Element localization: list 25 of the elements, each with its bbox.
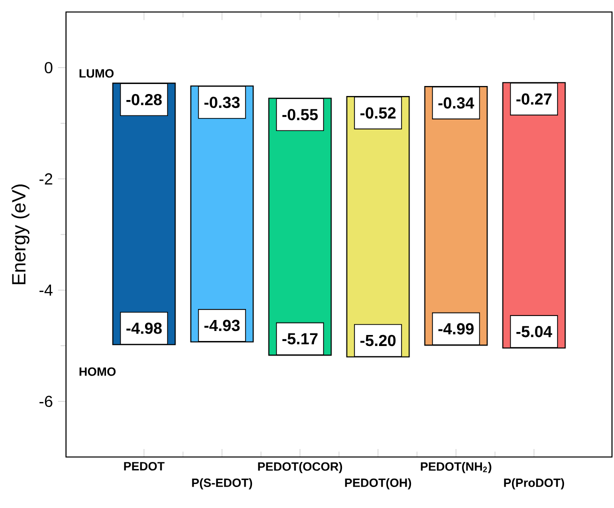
annotation: -5.04 [516, 326, 552, 338]
annotation: -4.93 [204, 320, 240, 332]
annotation: -0.27 [516, 93, 552, 105]
annotation: -0.52 [360, 107, 396, 119]
x-tick-label: PEDOT [124, 462, 165, 470]
annotation: -0.34 [438, 97, 474, 109]
x-tick-label: P(S-EDOT) [192, 478, 252, 490]
y-tick-label: -2 [40, 173, 52, 184]
annotation: -0.33 [204, 96, 240, 108]
annotation: -5.20 [360, 334, 396, 346]
x-tick-label: P(ProDOT) [504, 478, 564, 490]
annotation: -4.99 [438, 323, 474, 334]
x-tick-label: PEDOT(NH$_{2}$) [420, 462, 492, 474]
y-tick-label: 0 [44, 62, 52, 74]
annotation: -0.55 [282, 108, 318, 120]
annotation: -4.98 [126, 322, 162, 334]
annotation: HOMO [80, 367, 116, 376]
x-tick-label: PEDOT(OCOR) [258, 462, 342, 474]
y-axis-title: Energy (eV) [11, 184, 30, 284]
x-tick-label: PEDOT(OH) [345, 478, 412, 490]
annotation: LUMO [80, 69, 114, 78]
y-tick-label: -4 [40, 284, 53, 296]
y-tick-label: -6 [40, 396, 52, 408]
annotation: -5.17 [282, 333, 318, 344]
annotation: -0.28 [126, 94, 162, 106]
